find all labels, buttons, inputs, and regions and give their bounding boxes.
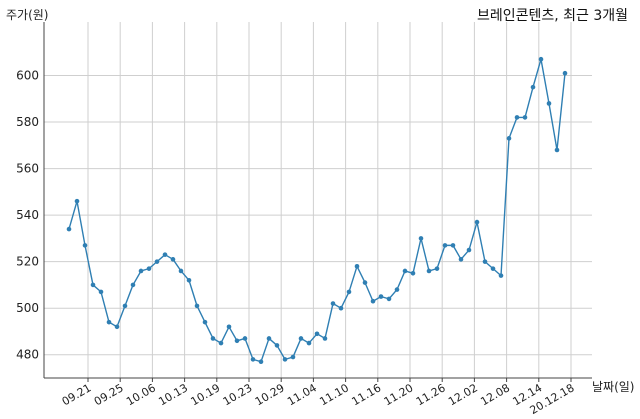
data-point-8 — [130, 282, 136, 288]
x-tick-label-4: 10.19 — [189, 381, 223, 408]
data-point-30 — [306, 340, 312, 346]
data-point-6 — [114, 324, 120, 330]
data-point-45 — [426, 268, 432, 274]
data-point-34 — [338, 305, 344, 311]
data-point-48 — [450, 243, 456, 248]
data-point-29 — [298, 336, 304, 341]
x-tick-labels: 09.2109.2510.0610.1310.1910.2310.2911.04… — [60, 381, 577, 417]
data-point-24 — [258, 359, 264, 365]
data-point-42 — [402, 268, 408, 274]
price-line — [68, 58, 566, 363]
data-point-40 — [386, 296, 392, 302]
data-point-52 — [482, 259, 488, 264]
x-tick-label-1: 09.25 — [92, 381, 126, 408]
x-tick-label-2: 10.06 — [124, 381, 158, 408]
data-point-12 — [162, 252, 168, 257]
data-point-27 — [282, 357, 288, 362]
data-point-0 — [66, 226, 72, 232]
data-point-28 — [290, 354, 296, 360]
data-point-39 — [378, 294, 384, 299]
data-point-54 — [498, 273, 504, 278]
x-tick-label-3: 10.13 — [156, 381, 190, 408]
y-axis-label: 주가(원) — [6, 8, 49, 22]
y-tick-label-560: 560 — [16, 162, 39, 176]
data-point-35 — [346, 289, 352, 295]
data-point-56 — [514, 115, 520, 120]
data-point-2 — [82, 243, 88, 248]
data-point-3 — [90, 282, 96, 288]
data-point-17 — [202, 319, 208, 325]
data-point-22 — [242, 336, 248, 341]
data-point-15 — [186, 277, 192, 283]
data-point-60 — [546, 101, 552, 106]
price-series — [66, 56, 568, 365]
x-tick-label-13: 12.08 — [478, 381, 512, 408]
data-point-19 — [218, 340, 224, 346]
x-tick-label-12: 12.02 — [446, 381, 480, 408]
y-tick-label-580: 580 — [16, 115, 39, 129]
y-tick-label-540: 540 — [16, 208, 39, 222]
data-point-50 — [466, 247, 472, 253]
data-point-41 — [394, 287, 400, 292]
data-point-61 — [554, 147, 560, 153]
data-point-46 — [434, 266, 440, 271]
data-point-23 — [250, 357, 256, 362]
x-tick-label-7: 11.04 — [285, 381, 319, 408]
chart-title: 브레인콘텐츠, 최근 3개월 — [476, 8, 628, 24]
y-tick-label-520: 520 — [16, 255, 39, 269]
data-point-13 — [170, 257, 176, 262]
data-point-16 — [194, 303, 200, 309]
data-point-37 — [362, 280, 368, 285]
data-point-11 — [154, 259, 160, 264]
data-point-44 — [418, 236, 424, 241]
data-point-59 — [538, 56, 544, 62]
data-point-38 — [370, 298, 376, 304]
data-point-57 — [522, 115, 528, 120]
data-point-21 — [234, 338, 240, 344]
data-point-62 — [562, 70, 568, 76]
data-point-20 — [226, 324, 232, 330]
y-tick-labels: 480 500 520 540 560 580 600 — [16, 69, 39, 362]
grid-lines — [44, 22, 592, 378]
data-point-32 — [322, 336, 328, 341]
x-tick-label-5: 10.23 — [221, 381, 255, 408]
data-point-10 — [146, 266, 152, 271]
x-tick-label-10: 11.20 — [382, 381, 416, 408]
data-point-36 — [354, 264, 360, 269]
data-point-25 — [266, 336, 272, 341]
x-tick-label-11: 11.26 — [414, 381, 448, 408]
data-point-51 — [474, 219, 480, 225]
y-tick-label-480: 480 — [16, 348, 39, 362]
data-point-31 — [314, 331, 320, 337]
data-point-55 — [506, 136, 512, 141]
data-point-7 — [122, 303, 128, 309]
data-point-14 — [178, 268, 184, 274]
data-point-26 — [274, 343, 280, 348]
y-tick-label-500: 500 — [16, 301, 39, 315]
data-point-58 — [530, 84, 536, 90]
x-tick-label-6: 10.29 — [253, 381, 287, 408]
x-axis-label: 날짜(일) — [592, 380, 635, 394]
axes — [43, 22, 592, 382]
data-point-4 — [98, 289, 104, 295]
data-point-47 — [442, 243, 448, 248]
data-point-5 — [106, 319, 112, 325]
data-point-49 — [458, 257, 464, 262]
y-tick-label-600: 600 — [16, 69, 39, 83]
data-point-43 — [410, 270, 416, 276]
data-point-18 — [210, 336, 216, 341]
data-point-1 — [74, 198, 80, 204]
data-point-33 — [330, 301, 336, 306]
x-tick-label-9: 11.16 — [350, 381, 384, 408]
data-point-9 — [138, 268, 144, 274]
x-tick-label-0: 09.21 — [60, 381, 94, 408]
data-point-53 — [490, 266, 496, 271]
x-tick-label-8: 11.10 — [317, 381, 351, 408]
